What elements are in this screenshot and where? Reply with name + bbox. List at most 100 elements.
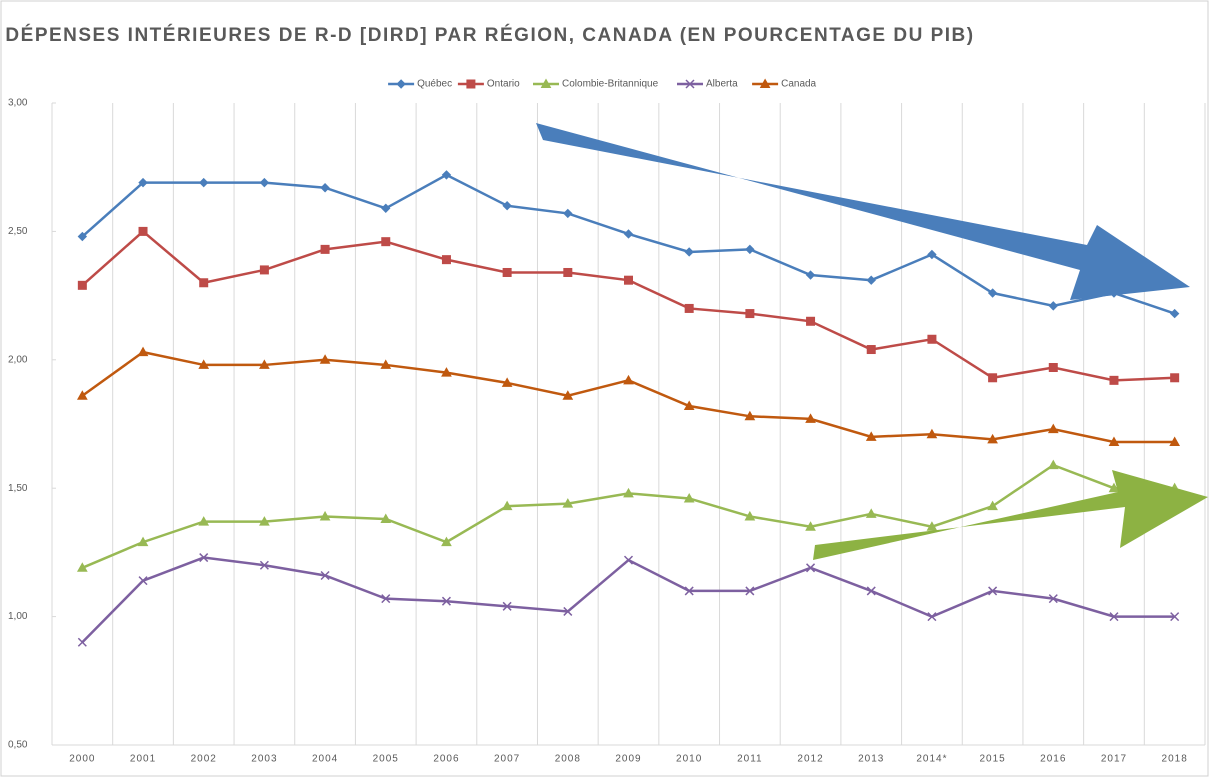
legend-label: Québec: [417, 79, 452, 90]
marker: [1108, 436, 1120, 446]
marker: [987, 433, 998, 444]
x-tick-label: 2005: [373, 754, 399, 765]
y-tick-label: 3,00: [8, 98, 28, 109]
legend-label: Canada: [781, 79, 816, 90]
marker: [76, 562, 88, 572]
arrow-blue: [536, 123, 1190, 300]
x-tick-label: 2015: [979, 754, 1005, 765]
marker: [441, 536, 452, 547]
marker: [1170, 373, 1180, 383]
marker: [380, 513, 392, 524]
legend-label: Colombie-Britannique: [562, 79, 659, 90]
marker: [806, 563, 816, 573]
marker: [198, 359, 210, 369]
x-tick-label: 2016: [1040, 754, 1066, 765]
marker: [623, 555, 634, 565]
marker: [502, 201, 512, 211]
marker: [623, 374, 634, 385]
marker: [563, 208, 573, 219]
marker: [1047, 423, 1059, 434]
marker: [138, 177, 148, 188]
x-tick-label: 2012: [797, 754, 823, 765]
marker: [1169, 436, 1181, 446]
marker: [540, 78, 552, 88]
marker: [1048, 301, 1058, 311]
x-tick-label: 2013: [858, 754, 884, 765]
marker: [1047, 459, 1059, 470]
x-tick-label: 2004: [312, 754, 338, 765]
marker: [562, 390, 574, 400]
marker: [396, 79, 406, 89]
marker: [1109, 375, 1119, 385]
marker: [805, 270, 816, 280]
marker: [501, 377, 513, 387]
marker: [137, 536, 149, 547]
marker: [745, 586, 755, 596]
marker: [137, 346, 149, 357]
marker: [927, 612, 937, 622]
marker: [319, 354, 331, 364]
marker: [683, 400, 695, 411]
marker: [320, 570, 330, 581]
marker: [319, 510, 331, 521]
x-tick-label: 2006: [433, 754, 459, 765]
marker: [138, 226, 148, 236]
marker: [381, 203, 391, 213]
marker: [683, 492, 695, 503]
marker: [138, 576, 148, 586]
marker: [745, 309, 755, 319]
marker: [381, 237, 391, 247]
marker: [380, 359, 392, 369]
marker: [259, 359, 270, 369]
marker: [623, 229, 634, 239]
marker: [759, 78, 771, 88]
marker: [988, 586, 998, 596]
marker: [624, 275, 633, 285]
marker: [198, 516, 210, 526]
x-tick-label: 2009: [615, 754, 641, 765]
marker: [502, 601, 512, 611]
marker: [866, 345, 876, 355]
marker: [926, 521, 938, 531]
marker: [199, 177, 209, 188]
chart-title: DÉPENSES INTÉRIEURES DE R-D [DIRD] PAR R…: [5, 24, 974, 46]
x-tick-label: 2000: [69, 754, 95, 765]
marker: [320, 183, 330, 193]
x-tick-label: 2007: [494, 754, 520, 765]
marker: [866, 275, 876, 285]
marker: [1108, 482, 1120, 493]
marker: [866, 586, 876, 596]
marker: [865, 431, 877, 441]
marker: [441, 170, 452, 180]
marker: [563, 267, 573, 277]
marker: [805, 413, 816, 423]
marker: [441, 596, 451, 606]
marker: [1169, 308, 1180, 319]
legend-label: Ontario: [487, 79, 520, 90]
marker: [441, 367, 452, 377]
marker: [744, 510, 756, 521]
marker: [381, 594, 391, 604]
marker: [987, 288, 998, 298]
x-tick-label: 2002: [191, 754, 217, 765]
marker: [684, 247, 694, 257]
plot: 0,50 1,00 1,50 2,00 2,50 3,00 2000 2001 2002 2003…: [8, 78, 1206, 765]
marker: [259, 560, 269, 570]
marker: [805, 521, 816, 531]
marker: [259, 516, 270, 526]
marker: [563, 606, 573, 616]
marker: [466, 79, 476, 89]
x-tick-label: 2018: [1162, 754, 1188, 765]
x-tick-label: 2010: [676, 754, 702, 765]
y-tick-label: 2,00: [8, 354, 28, 365]
marker: [1170, 612, 1180, 622]
arrow-green: [813, 470, 1208, 560]
marker: [562, 498, 574, 508]
x-tick-label: 2014*: [916, 754, 947, 765]
marker: [199, 278, 209, 288]
y-tick-label: 1,00: [8, 611, 28, 622]
marker: [1109, 612, 1119, 622]
marker: [77, 280, 87, 290]
